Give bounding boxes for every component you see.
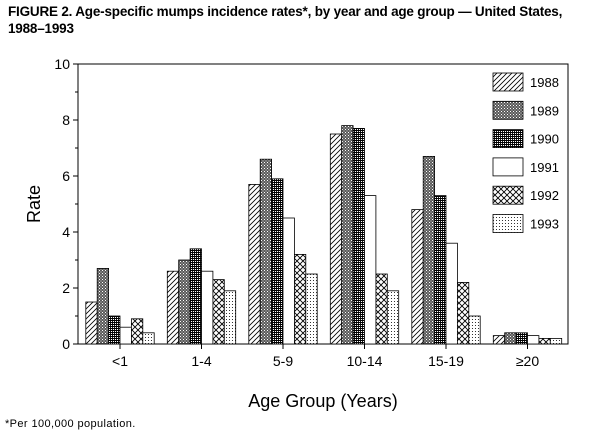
bar-1988-2: [248, 183, 261, 345]
legend-label-1988: 1988: [530, 75, 559, 90]
bar-1991-0: [119, 326, 132, 345]
x-tick-label: 10-14: [347, 353, 383, 369]
y-tick-label: 4: [62, 224, 70, 240]
legend-label-1992: 1992: [530, 188, 559, 203]
bar-1988-5: [492, 335, 506, 345]
x-tick-label: 15-19: [428, 353, 464, 369]
bar-1993-4: [468, 315, 481, 345]
bar-1991-2: [282, 217, 295, 345]
bar-1988-3: [329, 133, 343, 345]
bar-1991-4: [445, 242, 458, 345]
bar-1992-5: [538, 337, 551, 345]
bar-1989-1: [178, 259, 191, 345]
bar-1991-3: [364, 195, 377, 345]
bar-1989-5: [504, 332, 517, 345]
legend-label-1993: 1993: [530, 217, 559, 232]
y-tick-label: 2: [62, 280, 70, 296]
y-tick-label: 8: [62, 112, 70, 128]
x-tick-label: <1: [112, 353, 128, 369]
x-tick-label: 1-4: [191, 353, 211, 369]
bar-1992-4: [456, 281, 470, 345]
y-tick-label: 6: [62, 168, 70, 184]
y-axis-title: Rate: [24, 185, 44, 223]
footnote: *Per 100,000 population.: [5, 418, 136, 430]
bar-1993-2: [305, 273, 318, 345]
x-tick-label: 5-9: [273, 353, 293, 369]
bar-1989-2: [259, 158, 273, 345]
bar-1990-5: [515, 332, 528, 345]
bar-1993-5: [549, 337, 563, 345]
bar-1990-0: [108, 315, 121, 345]
bar-1992-3: [375, 273, 388, 345]
y-axis: 0 2 4 6 8 10: [54, 56, 78, 352]
bar-1991-1: [201, 270, 214, 345]
bar-1990-2: [271, 178, 284, 345]
bar-1989-3: [341, 125, 354, 345]
y-tick-label: 0: [62, 336, 70, 352]
bar-1990-4: [434, 195, 447, 345]
bar-1992-2: [293, 253, 307, 345]
y-tick-label: 10: [54, 56, 70, 72]
legend-swatch-1993: [492, 214, 524, 233]
bar-1988-0: [85, 301, 98, 345]
legend-label-1991: 1991: [530, 160, 559, 175]
bar-1988-1: [166, 270, 180, 345]
bar-1988-4: [411, 209, 424, 345]
bar-1992-0: [130, 318, 144, 345]
x-axis: <1 1-4 5-9 10-14 15-19 ≥20: [112, 344, 539, 369]
bar-1989-4: [422, 155, 436, 345]
legend-swatch-1990: [492, 129, 524, 149]
legend-swatch-1989: [492, 100, 524, 120]
x-axis-title: Age Group (Years): [248, 391, 397, 411]
legend-label-1990: 1990: [530, 132, 559, 147]
bars-group: [85, 125, 563, 345]
bar-1993-3: [386, 290, 400, 345]
legend-swatch-1992: [492, 185, 524, 205]
legend-label-1989: 1989: [530, 103, 559, 118]
legend: 1988 1989 1990 1991 1992 1993: [492, 72, 559, 233]
bar-1990-1: [189, 248, 202, 345]
bar-1993-0: [142, 332, 155, 345]
bar-1993-1: [223, 290, 237, 345]
bar-1992-1: [212, 279, 225, 345]
x-tick-label: ≥20: [516, 353, 539, 369]
legend-swatch-1988: [492, 72, 524, 92]
bar-1989-0: [96, 267, 109, 345]
figure-title: FIGURE 2. Age-specific mumps incidence r…: [8, 4, 563, 36]
legend-swatch-1991: [492, 157, 524, 177]
bar-1990-3: [352, 127, 365, 345]
bar-1991-5: [527, 335, 540, 345]
